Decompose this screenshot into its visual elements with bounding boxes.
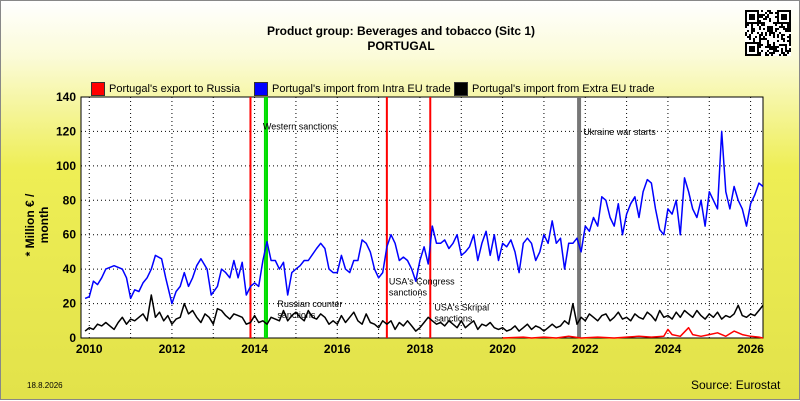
x-tick-label: 2016: [324, 342, 351, 356]
legend-label: Portugal's import from Intra EU trade: [272, 83, 451, 95]
series-line-extra-eu: [84, 294, 764, 332]
x-tick-label: 2012: [159, 342, 186, 356]
y-tick-label: 80: [63, 193, 77, 207]
event-label: USA's Congress sanctions: [389, 277, 455, 298]
event-label: Russian counter sanctions: [277, 299, 342, 320]
legend-label: Portugal's import from Extra EU trade: [472, 83, 655, 95]
event-label: USA's Skripal sanctions: [434, 302, 489, 323]
chart-subtitle: PORTUGAL: [367, 39, 435, 53]
x-tick-label: 2018: [407, 342, 434, 356]
source-label: Source: Eurostat: [691, 378, 781, 392]
x-tick-label: 2010: [76, 342, 103, 356]
event-label: Western sanctions: [263, 122, 337, 132]
y-tick-label: 20: [63, 297, 77, 311]
y-tick-label: 100: [56, 159, 76, 173]
plot-area: [80, 96, 764, 339]
y-tick-label: 60: [63, 228, 77, 242]
qr-code-icon: [745, 10, 791, 56]
x-tick-label: 2026: [737, 342, 764, 356]
y-tick-label: 140: [56, 90, 76, 104]
legend-label: Portugal's export to Russia: [109, 83, 241, 95]
legend-swatch: [254, 82, 268, 96]
y-tick-label: 120: [56, 124, 76, 138]
y-tick-label: 40: [63, 262, 77, 276]
x-tick-label: 2020: [489, 342, 516, 356]
legend-swatch: [454, 82, 468, 96]
series-line-export-ru: [502, 326, 764, 339]
legend-swatch: [91, 82, 105, 96]
y-tick-label: 0: [69, 331, 76, 345]
chart-title: Product group: Beverages and tobacco (Si…: [266, 24, 536, 38]
event-label: Ukraine war starts: [583, 127, 656, 137]
date-stamp: 18.8.2026: [27, 381, 63, 390]
x-tick-label: 2024: [655, 342, 682, 356]
series-line-intra-eu: [84, 130, 764, 305]
x-tick-label: 2022: [572, 342, 599, 356]
x-tick-label: 2014: [241, 342, 268, 356]
